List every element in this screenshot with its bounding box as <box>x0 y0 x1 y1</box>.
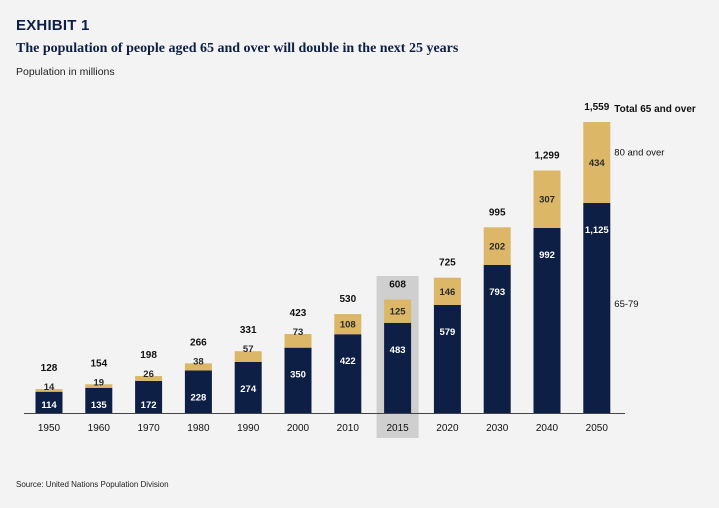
annotation-80-and-over: 80 and over <box>614 148 664 159</box>
total-label: 154 <box>90 358 107 369</box>
bar-80-and-over <box>35 389 63 392</box>
bar-65-79 <box>583 203 611 413</box>
value-label-80-and-over: 108 <box>340 320 356 331</box>
total-label: 331 <box>240 325 257 336</box>
bar-65-79 <box>35 391 63 413</box>
value-label-80-and-over: 202 <box>489 242 505 253</box>
value-label-65-79: 793 <box>489 287 505 298</box>
bar-80-and-over <box>433 277 461 305</box>
exhibit-label: EXHIBIT 1 <box>16 17 90 34</box>
bar-80-and-over <box>284 334 312 348</box>
value-label-80-and-over: 14 <box>44 382 55 393</box>
bar-65-79 <box>135 380 163 413</box>
value-label-65-79: 579 <box>439 327 455 338</box>
value-label-80-and-over: 26 <box>143 369 154 380</box>
value-label-80-and-over: 307 <box>539 195 555 206</box>
category-label: 2015 <box>386 423 409 434</box>
bar-80-and-over <box>483 227 511 265</box>
bar-80-and-over <box>533 170 561 228</box>
value-label-65-79: 172 <box>141 400 157 411</box>
value-label-65-79: 228 <box>190 392 206 403</box>
annotation-65-79: 65-79 <box>614 299 638 310</box>
value-label-65-79: 114 <box>41 400 57 411</box>
total-label: 198 <box>140 350 157 361</box>
total-label: 725 <box>439 258 456 269</box>
source-note: Source: United Nations Population Divisi… <box>16 480 169 489</box>
category-label: 1960 <box>88 423 111 434</box>
category-label: 2040 <box>536 423 559 434</box>
category-label: 2050 <box>586 423 609 434</box>
bar-65-79 <box>334 334 362 413</box>
value-label-80-and-over: 19 <box>94 377 105 388</box>
total-label: 128 <box>41 363 58 374</box>
total-label: 1,299 <box>534 151 559 162</box>
bar-65-79 <box>483 264 511 413</box>
value-label-80-and-over: 125 <box>390 307 407 318</box>
value-label-65-79: 483 <box>390 345 406 356</box>
total-label: 995 <box>489 207 506 218</box>
value-label-65-79: 992 <box>539 250 555 261</box>
value-label-65-79: 350 <box>290 370 306 381</box>
bar-80-and-over <box>384 299 412 323</box>
chart-title: The population of people aged 65 and ove… <box>16 41 459 56</box>
total-label: 530 <box>339 294 356 305</box>
annotation-total: Total 65 and over <box>614 104 696 115</box>
value-label-80-and-over: 146 <box>439 287 455 298</box>
bar-65-79 <box>433 304 461 413</box>
value-label-65-79: 135 <box>91 400 108 411</box>
value-label-65-79: 274 <box>240 384 257 395</box>
category-label: 2010 <box>337 423 360 434</box>
bar-80-and-over <box>135 376 163 381</box>
total-label: 608 <box>389 280 406 291</box>
category-label: 1980 <box>187 423 210 434</box>
value-label-65-79: 422 <box>340 356 356 367</box>
bar-65-79 <box>384 322 412 413</box>
category-label: 2000 <box>287 423 310 434</box>
category-label: 1990 <box>237 423 260 434</box>
bar-65-79 <box>85 387 113 413</box>
category-label: 2030 <box>486 423 509 434</box>
bar-65-79 <box>533 227 561 413</box>
value-label-80-and-over: 434 <box>589 158 606 169</box>
bar-80-and-over <box>234 351 262 362</box>
chart-subtitle: Population in millions <box>16 66 115 78</box>
total-label: 423 <box>290 308 307 319</box>
bar-65-79 <box>234 361 262 413</box>
value-label-80-and-over: 38 <box>193 356 204 367</box>
total-label: 1,559 <box>584 102 609 113</box>
category-label: 1950 <box>38 423 61 434</box>
bar-80-and-over <box>85 384 113 388</box>
bar-80-and-over <box>583 122 611 204</box>
value-label-80-and-over: 57 <box>243 344 254 355</box>
category-label: 2020 <box>436 423 459 434</box>
category-label: 1970 <box>137 423 160 434</box>
value-label-80-and-over: 73 <box>293 327 304 338</box>
total-label: 266 <box>190 337 207 348</box>
bar-80-and-over <box>184 363 212 371</box>
bar-65-79 <box>284 347 312 413</box>
bar-65-79 <box>184 370 212 413</box>
bar-80-and-over <box>334 314 362 335</box>
value-label-65-79: 1,125 <box>585 225 609 236</box>
